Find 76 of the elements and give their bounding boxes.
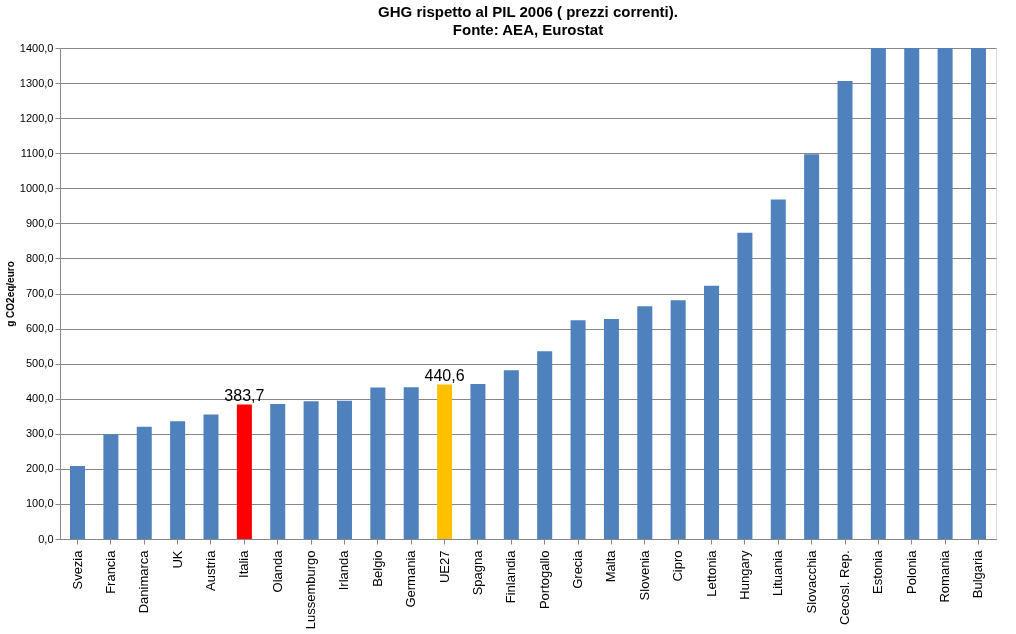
x-tick-label: Svezia xyxy=(69,549,85,590)
x-tick-label: Slovacchia xyxy=(803,549,819,614)
bar xyxy=(437,384,453,539)
x-tick-label: Hungary xyxy=(736,550,752,600)
x-tick-label: Romania xyxy=(937,549,953,603)
bar xyxy=(270,403,286,539)
x-tick-label: UE27 xyxy=(436,550,452,584)
x-tick-label: Polonia xyxy=(903,549,919,594)
x-tick-label: Olanda xyxy=(269,549,285,593)
y-tick-label: 900,0 xyxy=(25,216,54,229)
bar xyxy=(970,48,986,539)
bar xyxy=(804,154,820,539)
bar xyxy=(637,306,653,539)
data-label: 440,6 xyxy=(424,367,465,385)
x-tick-label: Estonia xyxy=(870,549,886,594)
x-tick-label: Grecia xyxy=(570,549,586,589)
y-tick-label: 600,0 xyxy=(25,322,54,335)
bar xyxy=(403,387,419,539)
chart-subtitle: Fonte: AEA, Eurostat xyxy=(452,21,604,38)
y-tick-label: 100,0 xyxy=(25,497,54,510)
data-label: 383,7 xyxy=(224,387,265,405)
x-tick-label: Danimarca xyxy=(136,549,152,614)
bar xyxy=(170,421,186,539)
bar xyxy=(103,434,119,539)
x-tick-label: Irlanda xyxy=(336,549,352,591)
x-tick-label: Cecosl. Rep. xyxy=(837,550,853,625)
bar xyxy=(837,80,853,539)
x-tick-label: Finlandia xyxy=(503,549,519,604)
y-tick-label: 0,0 xyxy=(38,532,54,545)
y-tick-label: 1300,0 xyxy=(19,76,54,89)
bar xyxy=(503,370,519,539)
y-tick-label: 500,0 xyxy=(25,357,54,370)
bar xyxy=(470,383,486,539)
y-tick-label: 1100,0 xyxy=(20,146,54,159)
x-tick-label: UK xyxy=(169,550,185,569)
x-tick-label: Francia xyxy=(102,549,118,594)
bar xyxy=(203,414,219,539)
bar xyxy=(603,319,619,539)
x-tick-label: Germania xyxy=(403,549,419,608)
y-tick-label: 300,0 xyxy=(25,427,54,440)
bar xyxy=(904,48,920,539)
bar xyxy=(70,466,86,539)
x-tick-label: Lettonia xyxy=(703,549,719,597)
x-tick-label: Slovenia xyxy=(636,549,652,601)
bar xyxy=(704,285,720,539)
bar xyxy=(870,48,886,539)
y-tick-label: 400,0 xyxy=(25,392,54,405)
x-tick-label: Belgio xyxy=(369,550,385,587)
bar xyxy=(236,404,252,539)
bar xyxy=(136,426,152,539)
bar xyxy=(770,199,786,539)
bar xyxy=(537,351,553,539)
y-axis-title: g CO2eq/euro xyxy=(4,261,16,327)
x-tick-label: Spagna xyxy=(469,549,485,596)
bar xyxy=(937,48,953,539)
x-tick-label: Lituania xyxy=(770,549,786,597)
chart-title: GHG rispetto al PIL 2006 ( prezzi correnti). xyxy=(378,3,678,20)
bar xyxy=(737,232,753,539)
bar xyxy=(303,401,319,539)
y-tick-label: 800,0 xyxy=(25,251,54,264)
bar xyxy=(336,400,352,539)
x-tick-label: Lussemburgo xyxy=(303,550,319,630)
x-tick-label: Malta xyxy=(603,549,619,583)
y-tick-label: 700,0 xyxy=(25,287,54,299)
y-tick-label: 200,0 xyxy=(25,462,54,475)
x-tick-label: Austria xyxy=(202,549,218,591)
bar xyxy=(670,300,686,539)
y-tick-label: 1400,0 xyxy=(19,41,54,54)
x-tick-label: Bulgaria xyxy=(970,549,986,599)
x-tick-label: Portogallo xyxy=(536,550,552,610)
bar xyxy=(370,387,386,539)
x-tick-label: Italia xyxy=(236,549,252,578)
bar xyxy=(570,320,586,539)
x-tick-label: Cipro xyxy=(670,550,686,582)
y-tick-label: 1000,0 xyxy=(19,181,54,194)
y-tick-label: 1200,0 xyxy=(19,111,54,124)
